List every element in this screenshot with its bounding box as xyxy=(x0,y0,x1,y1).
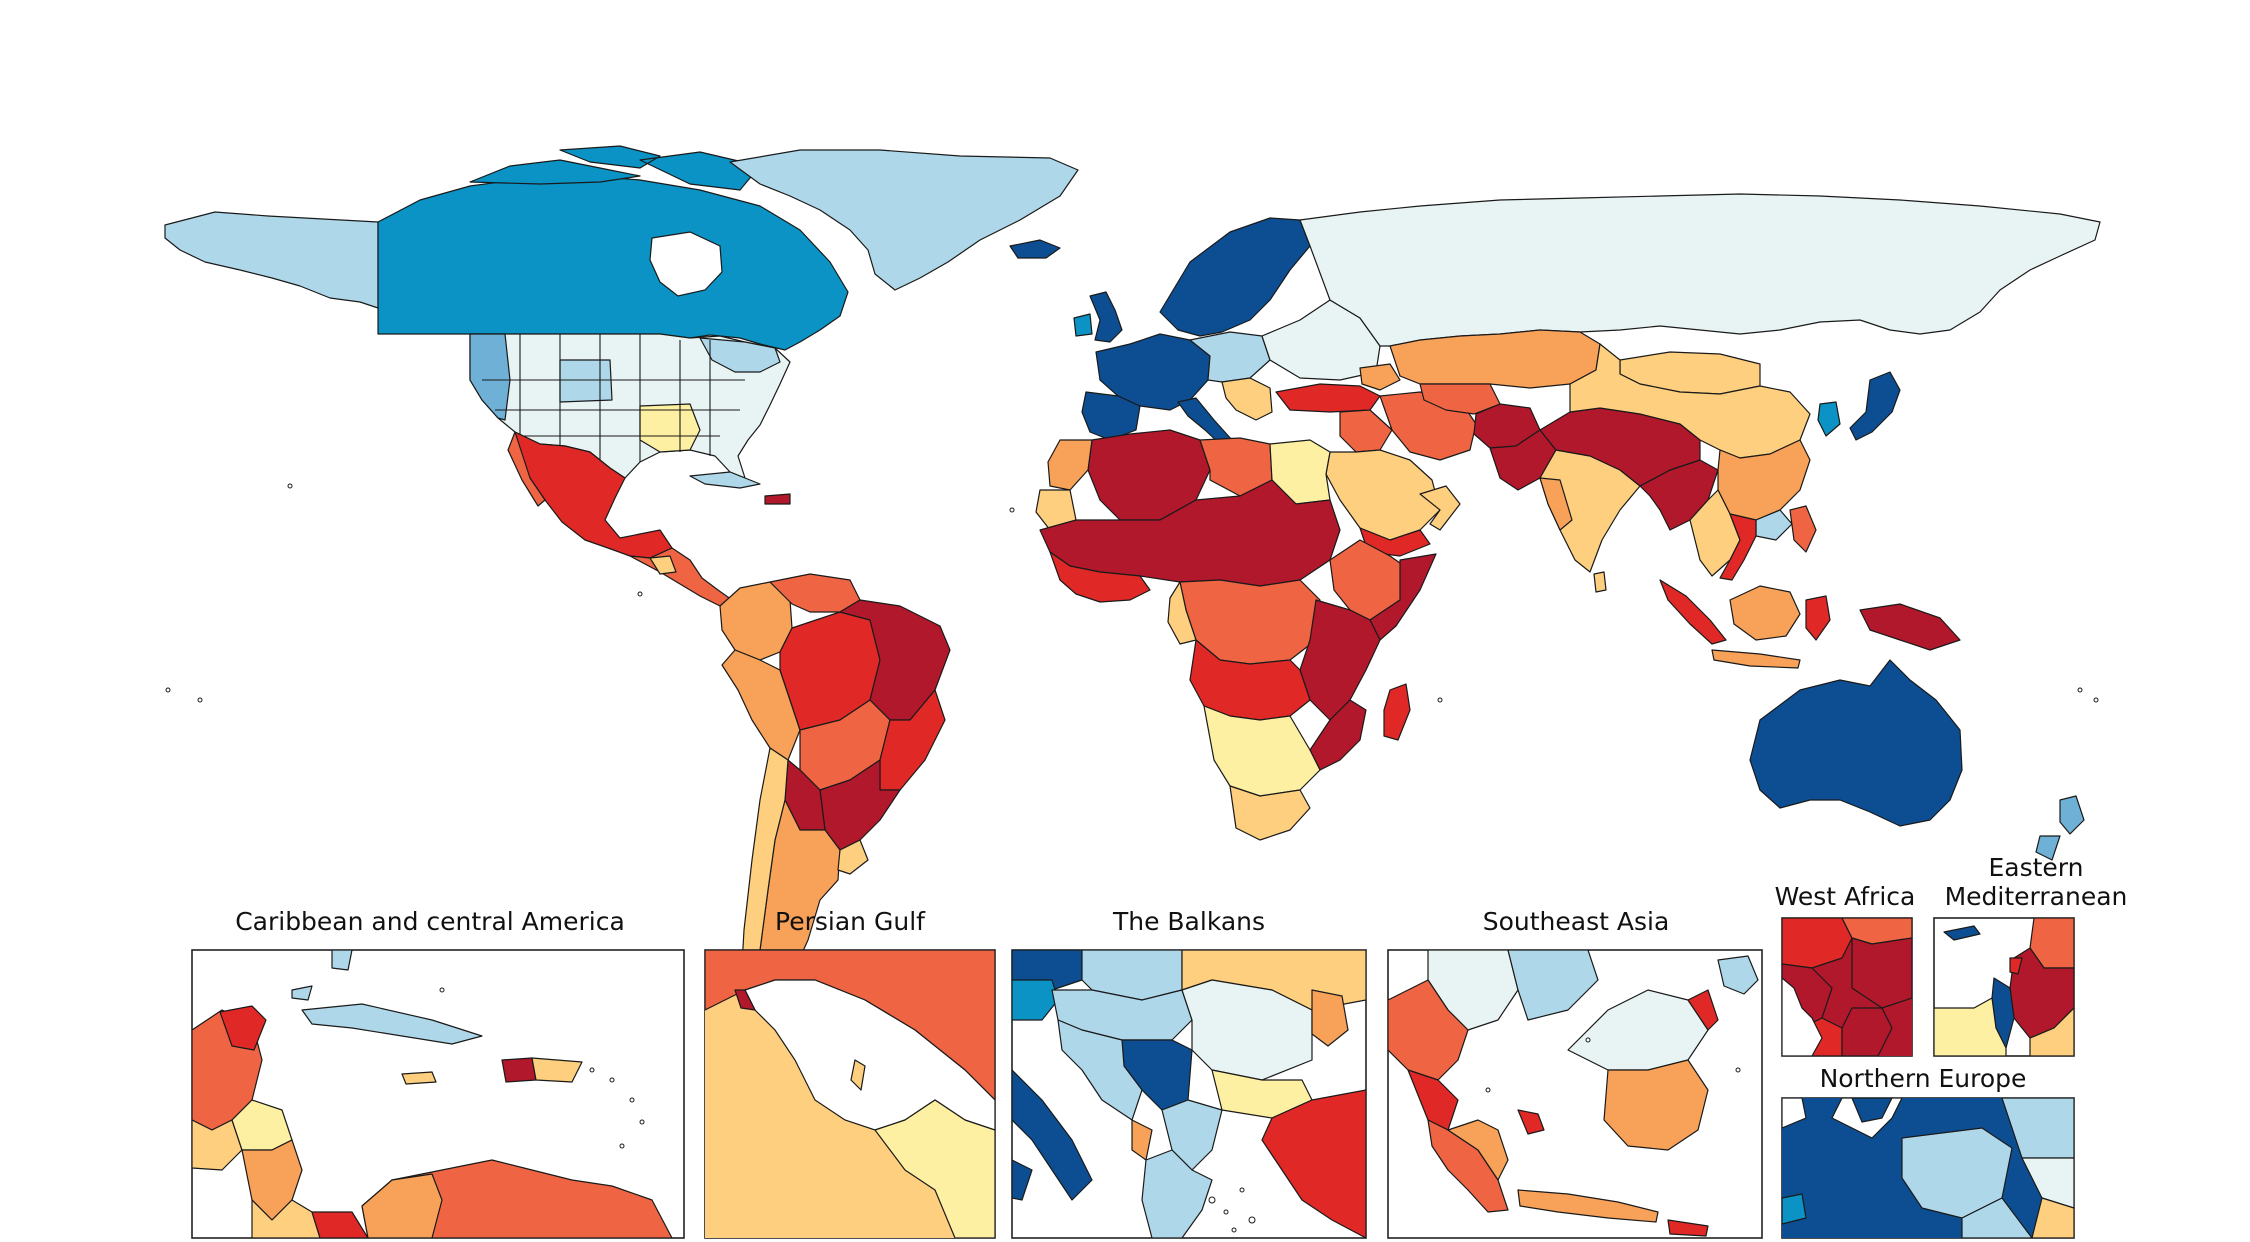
region-papua xyxy=(1859,603,1961,651)
region-uk xyxy=(1089,291,1123,343)
region-borneo xyxy=(1729,585,1801,641)
region-philippines xyxy=(1789,505,1817,553)
region-morocco xyxy=(1047,439,1093,491)
inset-title-west-africa: West Africa xyxy=(1775,882,1916,911)
region-western-europe xyxy=(1095,333,1211,411)
region-iraq-syria xyxy=(1339,409,1393,453)
inset-title-caribbean: Caribbean and central America xyxy=(235,907,625,936)
region-usa-northeast xyxy=(699,337,781,373)
region-balkans xyxy=(1221,377,1273,421)
inset-west-africa: West Africa xyxy=(1775,882,1916,1057)
region-hispaniola xyxy=(764,493,791,505)
inset-title-balkans: The Balkans xyxy=(1112,907,1265,936)
inset-balkans: The Balkans xyxy=(1011,907,1367,1239)
region-southern-africa xyxy=(1203,705,1321,797)
region-iceland xyxy=(1009,239,1061,259)
region-west-africa-coast xyxy=(1049,551,1151,603)
region-guatemala xyxy=(649,555,677,575)
region-oman xyxy=(1419,485,1461,531)
region-south-africa xyxy=(1229,785,1311,841)
region-mexico-west xyxy=(507,431,546,507)
region-australia xyxy=(1749,659,1963,827)
region-caucasus xyxy=(1359,363,1401,391)
region-cuba xyxy=(689,471,761,489)
region-alaska xyxy=(164,211,379,309)
region-korea xyxy=(1817,401,1841,437)
region-somalia xyxy=(1369,553,1437,641)
inset-caribbean: Caribbean and central America xyxy=(191,907,685,1239)
region-sumatra xyxy=(1659,579,1727,645)
inset-title-southeast-asia: Southeast Asia xyxy=(1483,907,1670,936)
world-map xyxy=(164,145,2101,1091)
region-turkey xyxy=(1275,383,1381,413)
region-usa-middle xyxy=(559,359,613,403)
region-uruguay xyxy=(837,839,869,875)
region-java xyxy=(1711,649,1801,669)
region-new-zealand xyxy=(2035,795,2085,861)
region-russia xyxy=(1299,193,2101,347)
region-norway-sweden-finland xyxy=(1159,217,1311,337)
inset-title-eastern-med-2: Mediterranean xyxy=(1945,882,2128,911)
region-ireland xyxy=(1073,313,1093,337)
region-usa-south xyxy=(639,403,701,453)
region-eastern-europe xyxy=(1261,299,1381,381)
region-canada xyxy=(377,175,849,351)
region-sri-lanka xyxy=(1593,571,1607,593)
region-gabon-cameroon xyxy=(1167,581,1197,645)
inset-northern-europe: Northern Europe xyxy=(1781,1064,2075,1239)
region-vietnam xyxy=(1719,513,1757,581)
region-mexico xyxy=(514,431,673,559)
inset-southeast-asia: Southeast Asia xyxy=(1387,907,1763,1239)
region-sulawesi xyxy=(1805,595,1831,641)
water-hudson-bay xyxy=(649,231,723,297)
inset-title-northern-europe: Northern Europe xyxy=(1820,1064,2027,1093)
scattered-islands xyxy=(165,483,2099,703)
inset-title-eastern-med-1: Eastern xyxy=(1988,853,2083,882)
region-greenland xyxy=(729,149,1079,291)
region-usa-west xyxy=(469,333,511,421)
region-china-east xyxy=(1717,439,1811,521)
region-angola-zambia xyxy=(1189,639,1311,721)
region-madagascar xyxy=(1383,683,1411,741)
region-japan xyxy=(1849,371,1901,441)
region-india-east xyxy=(1539,477,1573,531)
inset-eastern-med: Eastern Mediterranean xyxy=(1933,853,2128,1057)
us-state-grid xyxy=(482,334,745,462)
region-saudi-arabia xyxy=(1325,449,1441,541)
inset-title-persian-gulf: Persian Gulf xyxy=(775,907,926,936)
inset-persian-gulf: Persian Gulf xyxy=(704,907,996,1239)
region-arctic-islands xyxy=(469,145,761,191)
